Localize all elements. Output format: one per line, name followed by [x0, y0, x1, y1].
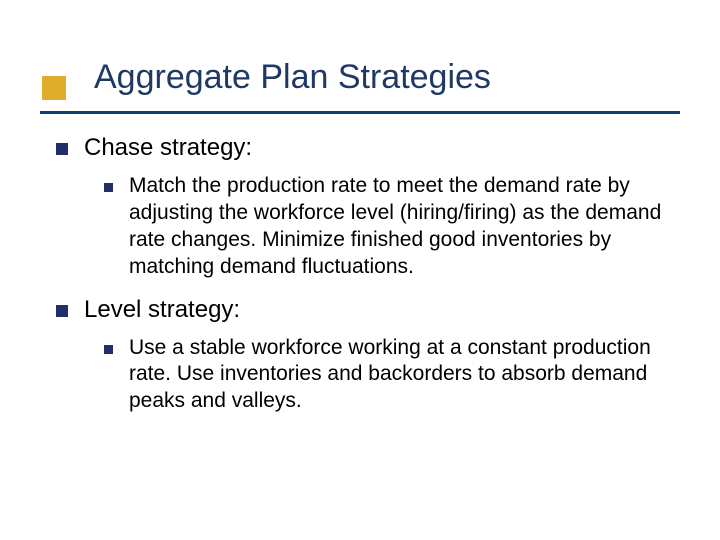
- list-item: Chase strategy: Match the production rat…: [56, 133, 664, 281]
- slide-body: Chase strategy: Match the production rat…: [0, 111, 720, 415]
- title-area: Aggregate Plan Strategies: [0, 0, 720, 111]
- list-item-label: Level strategy:: [84, 295, 240, 325]
- square-bullet-icon: [56, 305, 68, 317]
- list-item: Use a stable workforce working at a cons…: [104, 335, 664, 416]
- list-item-row: Chase strategy:: [56, 133, 664, 163]
- slide: Aggregate Plan Strategies Chase strategy…: [0, 0, 720, 540]
- square-bullet-icon: [104, 183, 113, 192]
- sublist-item-text: Match the production rate to meet the de…: [129, 173, 664, 281]
- list-item: Level strategy: Use a stable workforce w…: [56, 295, 664, 416]
- sublist: Use a stable workforce working at a cons…: [56, 335, 664, 416]
- sublist: Match the production rate to meet the de…: [56, 173, 664, 281]
- slide-title: Aggregate Plan Strategies: [40, 58, 680, 111]
- title-underline: [40, 111, 680, 114]
- list-item: Match the production rate to meet the de…: [104, 173, 664, 281]
- sublist-item-text: Use a stable workforce working at a cons…: [129, 335, 664, 416]
- square-bullet-icon: [56, 143, 68, 155]
- list-item-label: Chase strategy:: [84, 133, 252, 163]
- square-bullet-icon: [104, 345, 113, 354]
- list-item-row: Level strategy:: [56, 295, 664, 325]
